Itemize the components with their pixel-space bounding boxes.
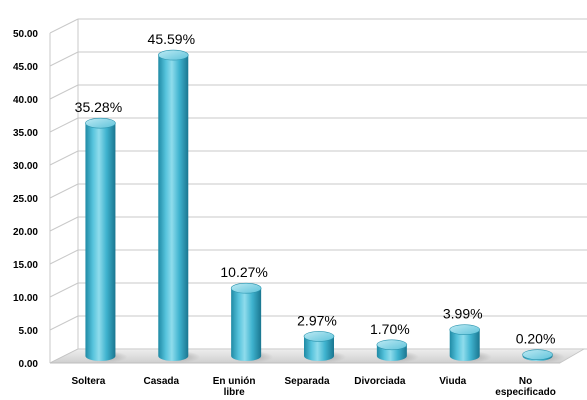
y-tick-label: 45.00 (13, 62, 38, 73)
gridline-depth (49, 249, 79, 265)
category-label-line: No (519, 376, 532, 387)
category-label-line: Casada (143, 376, 179, 387)
y-tick-label: 30.00 (13, 161, 38, 172)
data-label: 45.59% (148, 31, 195, 47)
gridline-depth (49, 282, 79, 298)
gridline-depth (49, 150, 79, 166)
bar-3 (303, 331, 346, 363)
category-label-line: Soltera (71, 376, 105, 387)
gridline-depth (49, 51, 79, 67)
category-label: No especificado (495, 376, 556, 398)
y-tick-label: 50.00 (13, 29, 38, 40)
category-label: Soltera (71, 376, 105, 387)
data-label: 35.28% (75, 99, 122, 115)
y-tick-label: 40.00 (13, 95, 38, 106)
gridline-depth (49, 183, 79, 199)
gridline-depth (49, 117, 79, 133)
gridline-depth (49, 18, 79, 34)
category-label-line: Divorciada (354, 376, 406, 387)
data-label: 3.99% (443, 306, 483, 322)
data-label: 1.70% (370, 321, 410, 337)
category-label: Viuda (439, 376, 466, 387)
data-label: 0.20% (516, 331, 556, 347)
y-tick-label: 0.00 (19, 359, 39, 370)
bar-body (449, 329, 480, 362)
category-label: Casada (143, 376, 179, 387)
x-axis-labels: Soltera Casada En unión libre Separada Divorc… (71, 376, 555, 398)
category-label-line: libre (224, 387, 246, 398)
data-labels: 35.28% 45.59% 10.27% 2.97% 1.70% 3.99% 0.20% (75, 31, 556, 347)
y-axis: 0.00 5.00 10.00 15.00 20.00 25.00 30.00 35.00 40… (13, 19, 79, 370)
bar-top (303, 331, 335, 342)
bar-1 (157, 49, 201, 363)
y-tick-label: 35.00 (13, 128, 38, 139)
bar-6 (522, 349, 565, 363)
bar-top (522, 349, 553, 360)
y-tick-label: 10.00 (13, 293, 38, 304)
bar-body (231, 288, 262, 362)
category-label-line: En unión (213, 376, 256, 387)
y-tick-label: 20.00 (13, 227, 38, 238)
category-label: Divorciada (354, 376, 406, 387)
category-label-line: Viuda (439, 376, 466, 387)
bar-top (376, 339, 408, 351)
bar-body (158, 55, 189, 362)
y-tick-label: 25.00 (13, 194, 38, 205)
data-label: 10.27% (220, 264, 267, 280)
bar-0 (85, 117, 128, 363)
category-label-line: Separada (284, 376, 329, 387)
data-label: 2.97% (297, 312, 337, 328)
bar-top (449, 324, 481, 335)
category-label: En unión libre (213, 376, 256, 398)
gridline-depth (49, 84, 79, 100)
bar-top (157, 49, 189, 61)
bar-5 (449, 324, 492, 363)
bars (85, 49, 565, 363)
bar-4 (376, 339, 419, 363)
y-tick-label: 15.00 (13, 260, 38, 271)
gridlines (49, 18, 587, 364)
bar-top (85, 117, 116, 129)
bar-2 (230, 282, 274, 363)
category-label-line: especificado (495, 387, 556, 398)
bar-body (304, 336, 334, 361)
bar-top (230, 282, 262, 294)
bar-body (85, 123, 116, 362)
gridline-depth (49, 315, 79, 331)
gridline-depth (49, 216, 79, 232)
category-label: Separada (284, 376, 329, 387)
y-tick-label: 5.00 (19, 326, 39, 337)
